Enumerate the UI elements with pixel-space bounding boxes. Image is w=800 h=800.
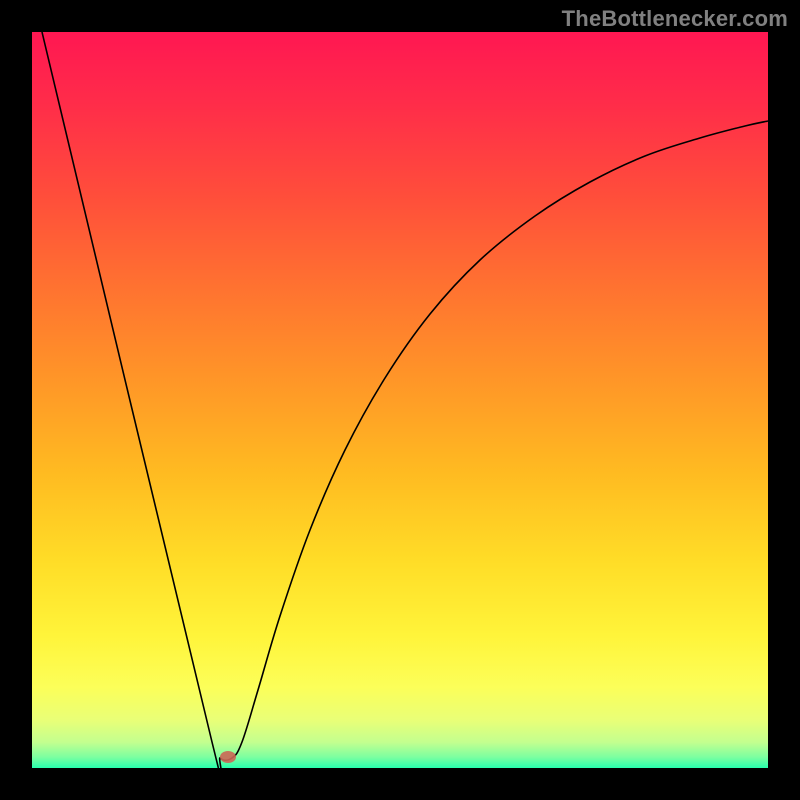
bottleneck-chart	[0, 0, 800, 800]
chart-background-gradient	[32, 32, 768, 768]
chart-container: TheBottlenecker.com	[0, 0, 800, 800]
watermark-text: TheBottlenecker.com	[562, 6, 788, 32]
optimal-point-marker	[220, 751, 236, 763]
